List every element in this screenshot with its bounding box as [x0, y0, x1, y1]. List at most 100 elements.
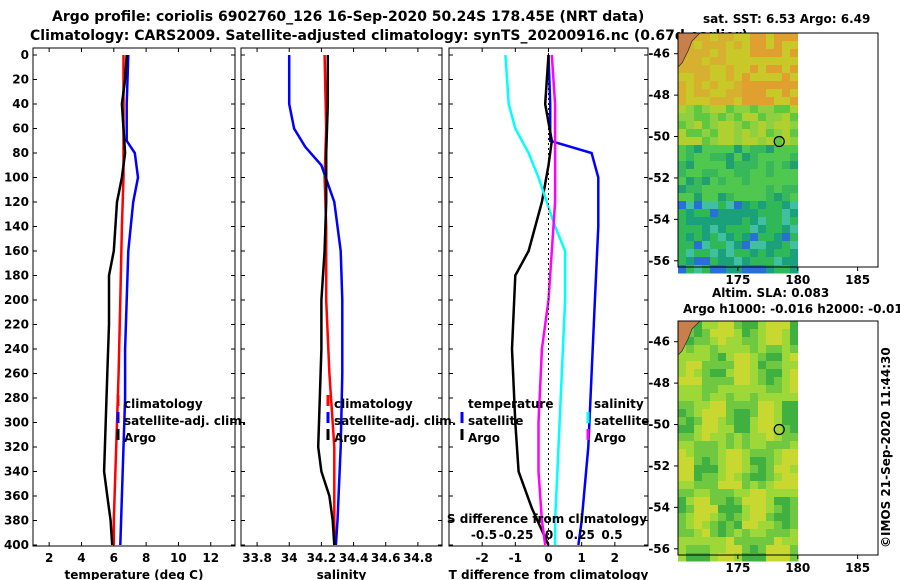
map-cell: [694, 217, 703, 226]
map-cell: [678, 489, 687, 498]
map-cell: [774, 65, 783, 74]
map-cell: [686, 145, 695, 154]
map-cell: [678, 545, 687, 554]
map-cell: [678, 169, 687, 178]
map-cell: [758, 241, 767, 250]
y-tick-label: 200: [4, 293, 29, 307]
map-cell: [790, 553, 799, 562]
map-cell: [790, 529, 799, 538]
map-cell: [774, 401, 783, 410]
map-cell: [742, 457, 751, 466]
map-cell: [734, 481, 743, 490]
map-cell: [718, 345, 727, 354]
map-cell: [758, 433, 767, 442]
map-cell: [790, 497, 799, 506]
map-cell: [750, 89, 759, 98]
map-cell: [718, 537, 727, 546]
map-cell: [718, 161, 727, 170]
profile-location-marker: [773, 135, 785, 148]
map-cell: [726, 345, 735, 354]
map-cell: [710, 481, 719, 490]
map-cell: [678, 265, 687, 274]
map-cell: [758, 329, 767, 338]
map-cell: [702, 49, 711, 58]
map-cell: [686, 169, 695, 178]
map-cell: [710, 137, 719, 146]
map-cell: [766, 409, 775, 418]
map-cell: [766, 177, 775, 186]
map-cell: [750, 97, 759, 106]
map-cell: [694, 73, 703, 82]
x-tick-label: -1: [509, 551, 522, 565]
map-cell: [686, 537, 695, 546]
map-cell: [742, 209, 751, 218]
map-cell: [718, 457, 727, 466]
map-cell: [694, 377, 703, 386]
map-cell: [702, 321, 711, 330]
map-cell: [702, 105, 711, 114]
map-cell: [790, 345, 799, 354]
map-cell: [694, 249, 703, 258]
map-cell: [718, 369, 727, 378]
map-cell: [790, 369, 799, 378]
map-cell: [774, 129, 783, 138]
map-cell: [718, 409, 727, 418]
map-cell: [750, 233, 759, 242]
map-cell: [686, 393, 695, 402]
map-cell: [686, 337, 695, 346]
map-cell: [774, 513, 783, 522]
map-cell: [766, 193, 775, 202]
map-cell: [686, 217, 695, 226]
map-cell: [694, 193, 703, 202]
map-cell: [766, 505, 775, 514]
map-cell: [702, 545, 711, 554]
map-cell: [686, 201, 695, 210]
map-cell: [742, 265, 751, 274]
map-cell: [742, 513, 751, 522]
map-cell: [766, 401, 775, 410]
map-cell: [782, 545, 791, 554]
map-cell: [750, 377, 759, 386]
map-cell: [782, 521, 791, 530]
map-cell: [702, 185, 711, 194]
map-cell: [694, 545, 703, 554]
map-cell: [734, 161, 743, 170]
map-cell: [750, 257, 759, 266]
map-cell: [718, 257, 727, 266]
map-cell: [734, 185, 743, 194]
sst-map: sat. SST: 6.53 Argo: 6.49 -46 -48 -50 -52 -5…: [648, 12, 879, 287]
map-cell: [694, 417, 703, 426]
map-cell: [694, 137, 703, 146]
map-cell: [694, 89, 703, 98]
map-cell: [678, 161, 687, 170]
map-cell: [710, 145, 719, 154]
map-cell: [678, 385, 687, 394]
map-cell: [686, 241, 695, 250]
map-cell: [774, 433, 783, 442]
x-tick-label: 4: [77, 551, 85, 565]
map-cell: [766, 425, 775, 434]
map-cell: [710, 113, 719, 122]
map-cell: [750, 529, 759, 538]
map-cell: [790, 97, 799, 106]
map-cell: [678, 217, 687, 226]
map-cell: [790, 233, 799, 242]
map-cell: [790, 217, 799, 226]
map-cell: [774, 153, 783, 162]
map-cell: [758, 33, 767, 42]
map-cell: [750, 537, 759, 546]
map-cell: [790, 41, 799, 50]
map-cell: [718, 321, 727, 330]
map-cell: [774, 441, 783, 450]
x-tick-label: 34.6: [371, 551, 401, 565]
map-cell: [782, 513, 791, 522]
map-cell: [734, 505, 743, 514]
map-cell: [774, 169, 783, 178]
map-cell: [742, 257, 751, 266]
map-cell: [782, 425, 791, 434]
map-cell: [726, 177, 735, 186]
map-cell: [750, 161, 759, 170]
map-cell: [790, 257, 799, 266]
map-cell: [726, 353, 735, 362]
